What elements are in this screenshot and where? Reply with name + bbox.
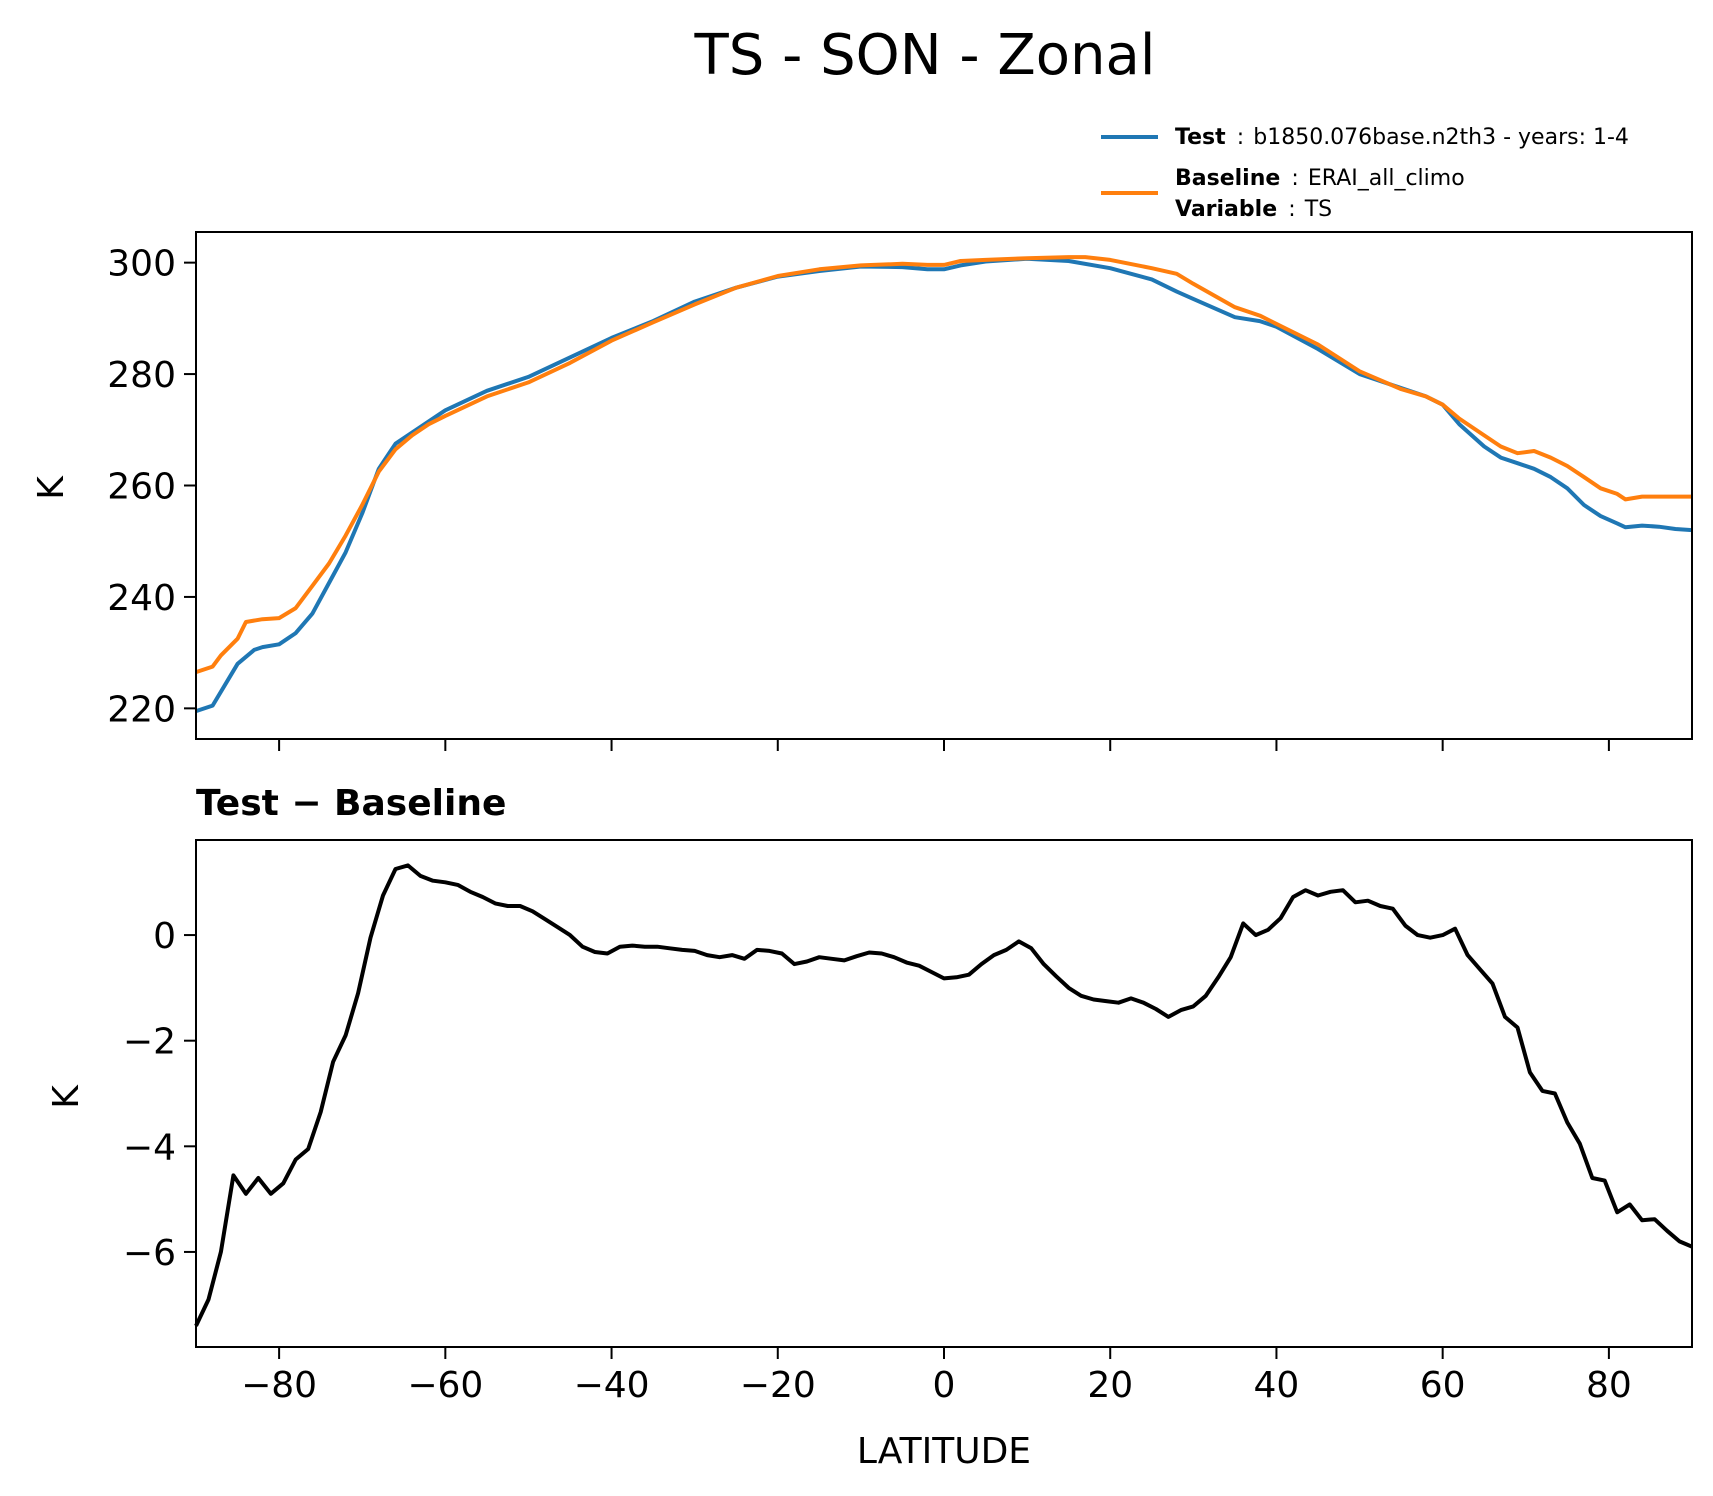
legend-variable-value: TS xyxy=(1304,197,1332,222)
top-panel: 220 240 260 280 300 K xyxy=(31,231,1693,751)
top-series-group xyxy=(195,255,1693,713)
bottom-x-tick-label: −60 xyxy=(407,1365,483,1406)
legend-variable-key: Variable xyxy=(1175,197,1277,222)
bottom-plot-frame xyxy=(195,839,1693,1348)
bottom-panel-title: Test − Baseline xyxy=(196,783,506,824)
top-y-ticks: 220 240 260 280 300 xyxy=(107,244,196,730)
bottom-x-tick-label: 40 xyxy=(1254,1365,1300,1406)
bottom-x-tick-label: 20 xyxy=(1087,1365,1133,1406)
figure-title: TS - SON - Zonal xyxy=(694,23,1156,88)
bottom-x-ticks: −80 −60 −40 −20 0 20 40 60 80 xyxy=(241,1347,1632,1406)
bottom-x-tick-label: 60 xyxy=(1420,1365,1466,1406)
svg-text:Test : b1850.076ba: Test : b1850.076base.n2th3 - years: 1-4 xyxy=(1175,125,1629,150)
bottom-panel: Test − Baseline −6−4−20 −80 −60 −40 −20 0 20 4… xyxy=(46,783,1693,1472)
legend-baseline-sep: : xyxy=(1291,166,1298,191)
bottom-series-line-test-baseline xyxy=(194,863,1693,1327)
top-x-ticks xyxy=(278,739,1610,751)
top-y-tick-label: 280 xyxy=(107,355,176,396)
bottom-y-axis-label: K xyxy=(46,1084,87,1109)
top-plot-frame xyxy=(195,231,1693,740)
bottom-y-ticks: −6 −4 −2 0 xyxy=(123,916,196,1274)
svg-text:Baseline : ERAI_al: Baseline : ERAI_all_climo xyxy=(1175,166,1465,191)
legend-baseline-key: Baseline xyxy=(1175,166,1280,191)
bottom-y-tick-label: −6 xyxy=(123,1233,176,1274)
top-y-axis-label: K xyxy=(31,475,72,500)
top-y-tick-label: 300 xyxy=(107,244,176,285)
bottom-x-tick-label: 80 xyxy=(1586,1365,1632,1406)
top-series-line-test xyxy=(195,256,1693,713)
bottom-x-tick-label: −20 xyxy=(740,1365,816,1406)
legend-test-value: b1850.076base.n2th3 - years: 1-4 xyxy=(1253,125,1629,150)
x-axis-label: LATITUDE xyxy=(857,1431,1031,1472)
legend-test-sep: : xyxy=(1237,125,1244,150)
top-y-tick-label: 240 xyxy=(107,578,176,619)
bottom-x-tick-label: −80 xyxy=(241,1365,317,1406)
legend-baseline-value: ERAI_all_climo xyxy=(1308,166,1465,191)
bottom-y-tick-label: 0 xyxy=(153,916,176,957)
svg-text:Variable : TS: Variable : TS xyxy=(1175,197,1332,222)
bottom-y-tick-label: −4 xyxy=(123,1127,176,1168)
top-y-tick-label: 220 xyxy=(107,689,176,730)
top-series-line-baseline xyxy=(195,255,1692,674)
bottom-y-tick-label: −2 xyxy=(123,1022,176,1063)
legend-variable-sep: : xyxy=(1288,197,1295,222)
legend-test-key: Test xyxy=(1175,125,1226,150)
legend: Test : b1850.076base.n2th3 - years: 1-4 … xyxy=(1101,125,1629,222)
bottom-x-tick-label: −40 xyxy=(574,1365,650,1406)
bottom-series-group xyxy=(194,863,1693,1327)
top-y-tick-label: 260 xyxy=(107,467,176,508)
bottom-x-tick-label: 0 xyxy=(933,1365,956,1406)
